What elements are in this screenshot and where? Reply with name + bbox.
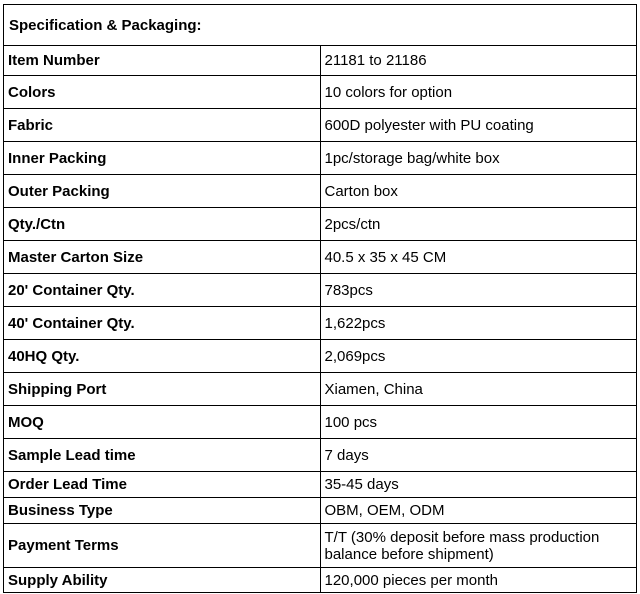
table-title: Specification & Packaging: bbox=[3, 4, 637, 46]
table-row: Colors 10 colors for option bbox=[3, 75, 637, 109]
table-row: Sample Lead time 7 days bbox=[3, 438, 637, 472]
row-label: 40HQ Qty. bbox=[3, 339, 321, 373]
table-row: Fabric 600D polyester with PU coating bbox=[3, 108, 637, 142]
row-value: Xiamen, China bbox=[319, 372, 637, 406]
row-label: Outer Packing bbox=[3, 174, 321, 208]
table-row: Shipping Port Xiamen, China bbox=[3, 372, 637, 406]
row-value: 35-45 days bbox=[319, 471, 637, 498]
row-label: Shipping Port bbox=[3, 372, 321, 406]
table-row: Qty./Ctn 2pcs/ctn bbox=[3, 207, 637, 241]
spec-table: Specification & Packaging: Item Number 2… bbox=[3, 4, 637, 593]
table-row: Item Number 21181 to 21186 bbox=[3, 45, 637, 76]
row-value: 100 pcs bbox=[319, 405, 637, 439]
table-row: Business Type OBM, OEM, ODM bbox=[3, 497, 637, 524]
table-row: Master Carton Size 40.5 x 35 x 45 CM bbox=[3, 240, 637, 274]
table-row: 20' Container Qty. 783pcs bbox=[3, 273, 637, 307]
title-row: Specification & Packaging: bbox=[3, 4, 637, 46]
row-value: 2pcs/ctn bbox=[319, 207, 637, 241]
table-row: Inner Packing 1pc/storage bag/white box bbox=[3, 141, 637, 175]
row-label: MOQ bbox=[3, 405, 321, 439]
row-label: Payment Terms bbox=[3, 523, 321, 568]
table-row: Order Lead Time 35-45 days bbox=[3, 471, 637, 498]
row-label: Qty./Ctn bbox=[3, 207, 321, 241]
row-value: 783pcs bbox=[319, 273, 637, 307]
row-label: 20' Container Qty. bbox=[3, 273, 321, 307]
table-row: MOQ 100 pcs bbox=[3, 405, 637, 439]
row-value: 2,069pcs bbox=[319, 339, 637, 373]
row-label: Business Type bbox=[3, 497, 321, 524]
row-value: 1,622pcs bbox=[319, 306, 637, 340]
row-value: OBM, OEM, ODM bbox=[319, 497, 637, 524]
table-row: Supply Ability 120,000 pieces per month bbox=[3, 567, 637, 593]
row-label: Sample Lead time bbox=[3, 438, 321, 472]
row-value: 600D polyester with PU coating bbox=[319, 108, 637, 142]
row-value: 120,000 pieces per month bbox=[319, 567, 637, 593]
table-row: Payment Terms T/T (30% deposit before ma… bbox=[3, 523, 637, 568]
row-value: 21181 to 21186 bbox=[319, 45, 637, 76]
spec-table-body: Specification & Packaging: Item Number 2… bbox=[3, 4, 637, 593]
row-label: Item Number bbox=[3, 45, 321, 76]
table-row: 40HQ Qty. 2,069pcs bbox=[3, 339, 637, 373]
row-value: 1pc/storage bag/white box bbox=[319, 141, 637, 175]
table-row: Outer Packing Carton box bbox=[3, 174, 637, 208]
row-value: T/T (30% deposit before mass production … bbox=[319, 523, 637, 568]
row-value: 10 colors for option bbox=[319, 75, 637, 109]
row-value: Carton box bbox=[319, 174, 637, 208]
row-label: 40' Container Qty. bbox=[3, 306, 321, 340]
row-label: Colors bbox=[3, 75, 321, 109]
row-label: Inner Packing bbox=[3, 141, 321, 175]
table-row: 40' Container Qty. 1,622pcs bbox=[3, 306, 637, 340]
row-label: Supply Ability bbox=[3, 567, 321, 593]
row-value: 40.5 x 35 x 45 CM bbox=[319, 240, 637, 274]
row-value: 7 days bbox=[319, 438, 637, 472]
row-label: Order Lead Time bbox=[3, 471, 321, 498]
row-label: Master Carton Size bbox=[3, 240, 321, 274]
row-label: Fabric bbox=[3, 108, 321, 142]
